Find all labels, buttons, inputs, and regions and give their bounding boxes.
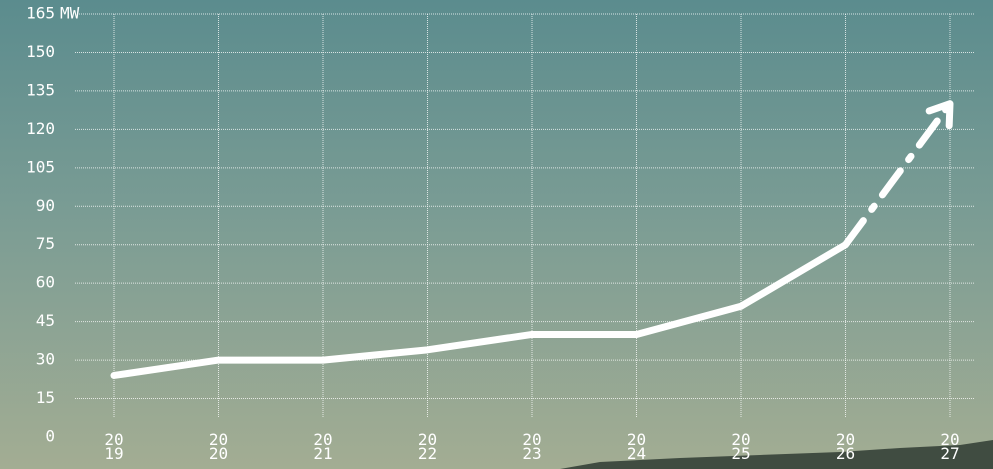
chart: 0 15 30 45 60 75 90 105 120 135 150 165 MW 2019 2020 2… [0, 0, 993, 469]
x-tick-label: 2020 [209, 433, 228, 461]
y-tick-label: 90 [36, 196, 55, 215]
x-tick-label: 2022 [418, 433, 437, 461]
y-tick-label: 105 [26, 157, 55, 176]
y-unit: MW [60, 4, 80, 23]
y-tick-label: 120 [26, 119, 55, 138]
y-tick-label: 0 [45, 427, 55, 446]
x-tick-label: 2026 [836, 433, 855, 461]
series-line [114, 245, 846, 376]
forest-silhouette [560, 440, 993, 469]
x-tick-label: 2023 [522, 433, 541, 461]
x-tick-label: 2024 [627, 433, 646, 461]
y-tick-label: 15 [36, 388, 55, 407]
chart-svg: 0 15 30 45 60 75 90 105 120 135 150 165 MW [0, 0, 993, 469]
y-tick-label: 75 [36, 234, 55, 253]
y-tick-label: 135 [26, 80, 55, 99]
y-tick-label: 165 [26, 4, 55, 23]
x-tick-label: 2025 [731, 433, 750, 461]
y-tick-label: 30 [36, 350, 55, 369]
y-tick-label: 150 [26, 42, 55, 61]
series-line [846, 104, 951, 245]
x-tick-label: 2021 [313, 433, 332, 461]
y-tick-label: 60 [36, 273, 55, 292]
y-tick-label: 45 [36, 311, 55, 330]
x-tick-label: 2019 [104, 433, 123, 461]
x-tick-label: 2027 [940, 433, 959, 461]
